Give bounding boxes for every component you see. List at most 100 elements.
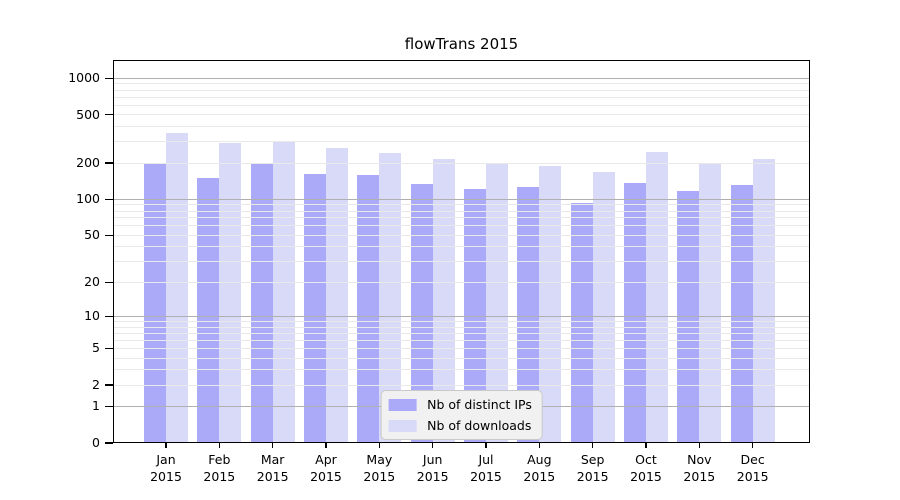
legend-label-downloads: Nb of downloads <box>427 418 532 433</box>
gridline-minor <box>113 326 810 328</box>
bar-distinct-ips-may <box>357 174 380 443</box>
legend-entry-distinct-ips: Nb of distinct IPs <box>388 397 532 412</box>
bar-distinct-ips-jun <box>410 183 433 443</box>
y-tick-label-50: 50 <box>84 227 100 243</box>
x-tick-label-oct: Oct 2015 <box>630 452 662 484</box>
x-tick-label-apr: Apr 2015 <box>310 452 342 484</box>
gridline-minor <box>113 83 810 85</box>
gridline-minor <box>113 234 810 236</box>
y-tick-label-0: 0 <box>92 435 100 450</box>
gridline-major <box>113 315 810 317</box>
bar-distinct-ips-apr <box>303 173 326 443</box>
gridline-minor <box>113 162 810 164</box>
chart-title: flowTrans 2015 <box>404 35 519 53</box>
x-tick-mark <box>538 443 540 448</box>
gridline-major <box>113 77 810 79</box>
y-tick-label-100: 100 <box>76 191 100 207</box>
gridline-minor <box>113 104 810 106</box>
y-tick-mark <box>105 198 113 200</box>
gridline-minor <box>113 141 810 143</box>
gridline-minor <box>113 96 810 98</box>
gridline-minor <box>113 384 810 386</box>
y-tick-mark <box>105 77 113 79</box>
legend: Nb of distinct IPs Nb of downloads <box>380 390 543 440</box>
x-tick-label-sep: Sep 2015 <box>576 452 609 484</box>
x-tick-label-nov: Nov 2015 <box>683 452 716 484</box>
gridline-minor <box>113 126 810 128</box>
y-tick-mark <box>105 234 113 237</box>
x-tick-mark <box>485 443 487 448</box>
y-tick-mark <box>105 405 113 407</box>
gridline-minor <box>113 225 810 227</box>
y-tick-mark <box>105 162 113 164</box>
legend-entry-downloads: Nb of downloads <box>388 418 532 433</box>
y-tick-label-5: 5 <box>92 340 100 356</box>
x-tick-label-may: May 2015 <box>363 452 396 484</box>
gridline-major <box>113 198 810 200</box>
gridline-minor <box>113 114 810 116</box>
y-tick-label-20: 20 <box>84 274 100 290</box>
y-tick-label-10: 10 <box>84 308 100 324</box>
y-tick-mark <box>105 114 113 116</box>
gridline-minor <box>113 89 810 91</box>
y-tick-mark <box>105 442 113 444</box>
y-tick-mark <box>105 281 113 283</box>
bar-distinct-ips-jan <box>144 164 166 443</box>
x-tick-mark <box>432 443 434 448</box>
bar-distinct-ips-dec <box>730 185 753 443</box>
legend-swatch-downloads <box>388 419 417 432</box>
bar-downloads-mar <box>272 141 295 443</box>
x-tick-mark <box>645 443 647 448</box>
y-tick-label-2: 2 <box>92 377 100 392</box>
x-tick-label-jun: Jun 2015 <box>416 452 449 484</box>
bar-downloads-sep <box>592 171 615 443</box>
y-tick-mark <box>105 384 113 386</box>
gridline-minor <box>113 246 810 248</box>
plot-area: Nb of distinct IPs Nb of downloads 0 1 2 5 1… <box>68 60 810 484</box>
x-tick-mark <box>165 443 167 448</box>
x-tick-label-aug: Aug 2015 <box>523 452 556 484</box>
legend-swatch-distinct-ips <box>388 398 417 411</box>
gridline-minor <box>113 204 810 206</box>
bar-distinct-ips-mar <box>250 164 273 443</box>
bar-distinct-ips-aug <box>517 187 540 443</box>
legend-label-distinct-ips: Nb of distinct IPs <box>427 397 532 412</box>
y-tick-label-1: 1 <box>92 398 100 414</box>
y-tick-mark <box>105 347 113 349</box>
gridline-minor <box>113 210 810 212</box>
gridline-minor <box>113 281 810 283</box>
x-tick-mark <box>592 443 594 448</box>
gridline-minor <box>113 320 810 322</box>
y-tick-label-200: 200 <box>76 155 100 171</box>
x-tick-mark <box>752 443 754 448</box>
gridline-minor <box>113 369 810 371</box>
y-tick-label-1000: 1000 <box>68 70 100 86</box>
y-tick-label-500: 500 <box>76 106 100 122</box>
grid-layer <box>113 60 810 443</box>
x-tick-mark <box>698 443 700 448</box>
gridline-minor <box>113 357 810 359</box>
x-tick-mark <box>272 443 274 448</box>
x-tick-label-jul: Jul 2015 <box>470 452 502 484</box>
bar-distinct-ips-feb <box>197 178 220 443</box>
y-tick-mark <box>105 315 113 317</box>
x-tick-mark <box>218 443 220 448</box>
gridline-minor <box>113 339 810 341</box>
bars-layer <box>113 60 810 443</box>
bar-downloads-nov <box>699 162 722 443</box>
x-tick-label-jan: Jan 2015 <box>150 452 182 484</box>
x-tick-label-mar: Mar 2015 <box>256 452 289 484</box>
gridline-minor <box>113 217 810 219</box>
x-tick-mark <box>378 443 380 448</box>
gridline-minor <box>113 347 810 349</box>
gridline-minor <box>113 332 810 334</box>
x-tick-label-feb: Feb 2015 <box>203 452 236 484</box>
bar-downloads-jun <box>432 159 455 443</box>
bar-distinct-ips-sep <box>570 202 593 443</box>
bar-distinct-ips-oct <box>623 182 646 443</box>
x-tick-label-dec: Dec 2015 <box>736 452 769 484</box>
bar-downloads-dec <box>752 159 775 443</box>
bar-downloads-jul <box>485 164 508 443</box>
x-tick-mark <box>325 443 327 448</box>
